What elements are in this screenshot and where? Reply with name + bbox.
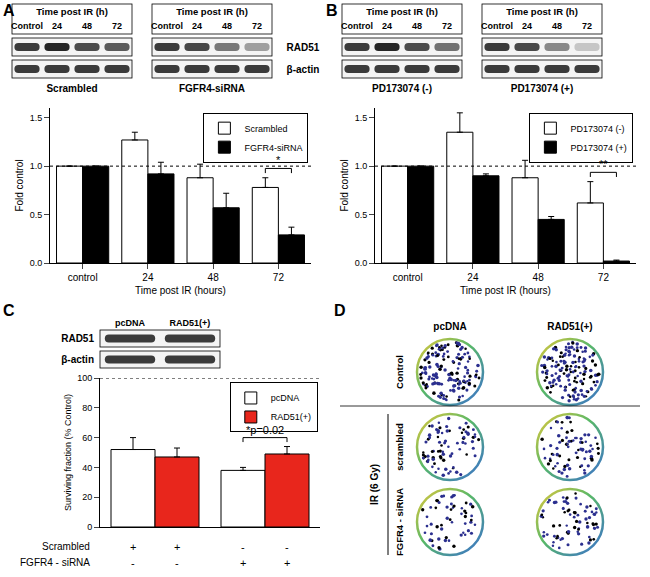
svg-text:60: 60 <box>82 433 92 443</box>
svg-text:*p=0.02: *p=0.02 <box>246 424 284 436</box>
svg-text:control: control <box>68 272 98 283</box>
svg-text:Control: Control <box>341 21 373 31</box>
svg-text:-: - <box>241 541 245 553</box>
svg-text:**: ** <box>599 158 608 170</box>
svg-text:pcDNA: pcDNA <box>271 393 300 403</box>
svg-text:FGFR4 - siRNA: FGFR4 - siRNA <box>394 488 405 556</box>
svg-text:C: C <box>3 302 15 319</box>
svg-text:Control: Control <box>151 21 183 31</box>
svg-text:control: control <box>393 272 423 283</box>
svg-text:24: 24 <box>382 21 392 31</box>
svg-text:100: 100 <box>77 373 92 383</box>
svg-text:48: 48 <box>533 272 545 283</box>
svg-text:+: + <box>284 557 290 569</box>
svg-text:Time post IR (h): Time post IR (h) <box>176 6 248 17</box>
svg-text:RAD51(+): RAD51(+) <box>547 321 592 332</box>
svg-text:scrambled: scrambled <box>394 423 405 471</box>
svg-text:Control: Control <box>481 21 513 31</box>
svg-text:FGFR4-siRNA: FGFR4-siRNA <box>244 143 302 153</box>
svg-text:PD173074 (-): PD173074 (-) <box>372 83 432 94</box>
svg-text:0: 0 <box>87 522 92 532</box>
svg-text:24: 24 <box>192 21 202 31</box>
svg-text:72: 72 <box>112 21 122 31</box>
svg-text:-: - <box>131 557 135 569</box>
svg-text:*: * <box>276 154 281 166</box>
svg-text:48: 48 <box>552 21 562 31</box>
svg-text:RAD51(+): RAD51(+) <box>170 318 211 328</box>
svg-text:72: 72 <box>598 272 610 283</box>
svg-text:1.0: 1.0 <box>30 161 43 171</box>
svg-text:72: 72 <box>273 272 285 283</box>
svg-text:1.5: 1.5 <box>30 113 43 123</box>
svg-text:Scrambled: Scrambled <box>244 124 287 134</box>
svg-text:Surviving fraction (% Control): Surviving fraction (% Control) <box>63 394 73 511</box>
svg-text:+: + <box>240 557 246 569</box>
svg-text:40: 40 <box>82 463 92 473</box>
svg-text:48: 48 <box>82 21 92 31</box>
svg-text:Scrambled: Scrambled <box>46 83 97 94</box>
svg-text:1.0: 1.0 <box>355 161 368 171</box>
svg-text:Time post IR (h): Time post IR (h) <box>366 6 438 17</box>
svg-text:+: + <box>130 541 136 553</box>
svg-text:1.5: 1.5 <box>355 113 368 123</box>
svg-text:pcDNA: pcDNA <box>433 321 466 332</box>
svg-text:A: A <box>3 2 15 19</box>
svg-text:pcDNA: pcDNA <box>115 318 146 328</box>
svg-text:PD173074 (+): PD173074 (+) <box>511 83 574 94</box>
svg-text:48: 48 <box>208 272 220 283</box>
svg-text:Control: Control <box>394 355 405 389</box>
svg-text:FGFR4 - siRNA: FGFR4 - siRNA <box>20 557 90 568</box>
svg-text:+: + <box>174 541 180 553</box>
svg-text:-: - <box>175 557 179 569</box>
svg-text:0.5: 0.5 <box>355 210 368 220</box>
svg-text:48: 48 <box>222 21 232 31</box>
svg-text:Control: Control <box>11 21 43 31</box>
svg-text:FGFR4-siRNA: FGFR4-siRNA <box>179 83 245 94</box>
svg-text:-: - <box>285 541 289 553</box>
svg-text:Scrambled: Scrambled <box>42 541 90 552</box>
svg-text:PD173074 (+): PD173074 (+) <box>570 143 626 153</box>
svg-text:24: 24 <box>52 21 62 31</box>
svg-text:48: 48 <box>412 21 422 31</box>
svg-text:RAD51: RAD51 <box>61 333 94 344</box>
svg-text:Time post IR (hours): Time post IR (hours) <box>460 285 551 296</box>
svg-text:RAD51(+): RAD51(+) <box>271 412 311 422</box>
svg-text:24: 24 <box>142 272 154 283</box>
svg-text:0.5: 0.5 <box>30 210 43 220</box>
svg-text:Time post IR (h): Time post IR (h) <box>36 6 108 17</box>
svg-text:20: 20 <box>82 492 92 502</box>
svg-text:β-actin: β-actin <box>61 354 94 365</box>
svg-text:RAD51: RAD51 <box>287 42 320 53</box>
svg-text:24: 24 <box>467 272 479 283</box>
svg-text:B: B <box>326 2 338 19</box>
svg-text:80: 80 <box>82 403 92 413</box>
svg-text:0.0: 0.0 <box>30 258 43 268</box>
svg-text:Time post IR (hours): Time post IR (hours) <box>135 285 226 296</box>
svg-text:Fold control: Fold control <box>339 159 350 211</box>
svg-text:24: 24 <box>522 21 532 31</box>
svg-text:0.0: 0.0 <box>355 258 368 268</box>
svg-text:72: 72 <box>252 21 262 31</box>
svg-text:PD173074 (-): PD173074 (-) <box>570 124 624 134</box>
svg-text:72: 72 <box>442 21 452 31</box>
svg-text:D: D <box>334 302 346 319</box>
svg-text:72: 72 <box>582 21 592 31</box>
svg-text:Time post IR (h): Time post IR (h) <box>506 6 578 17</box>
svg-text:β-actin: β-actin <box>287 64 320 75</box>
svg-text:IR (6 Gy): IR (6 Gy) <box>369 464 380 505</box>
svg-text:Fold control: Fold control <box>14 159 25 211</box>
